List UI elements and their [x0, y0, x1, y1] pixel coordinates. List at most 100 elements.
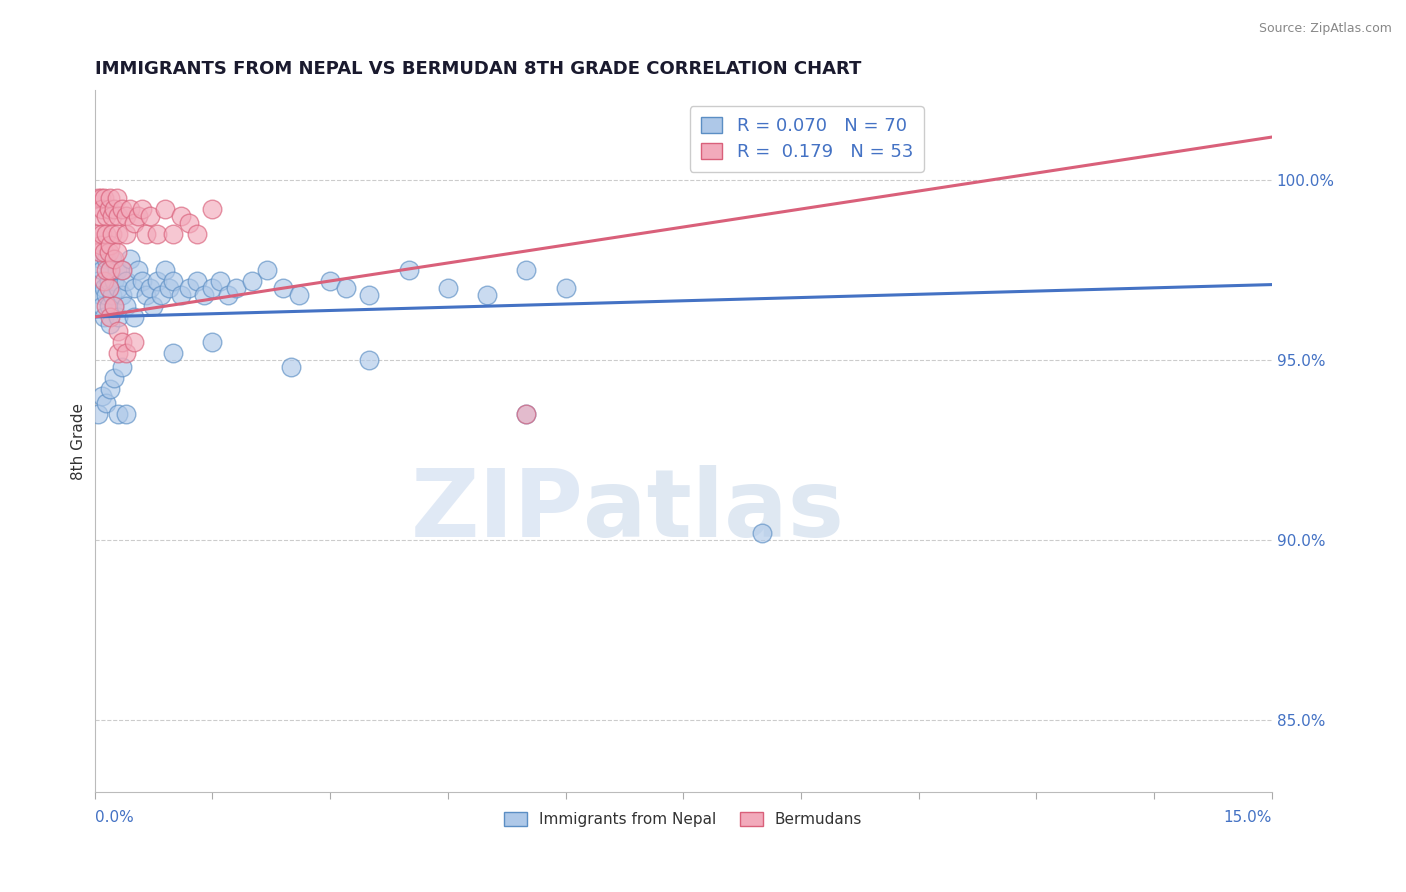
Point: [135, 288, 157, 302]
Point: [138, 209, 160, 223]
Point: [101, 227, 124, 242]
Point: [103, 202, 125, 216]
Point: [91, 202, 114, 216]
Point: [101, 209, 124, 223]
Point: [146, 274, 169, 288]
Point: [162, 274, 184, 288]
Point: [87, 407, 110, 421]
Point: [101, 288, 124, 302]
Point: [240, 274, 263, 288]
Point: [98, 263, 121, 277]
Point: [103, 299, 125, 313]
Point: [170, 288, 193, 302]
Point: [115, 227, 138, 242]
Point: [127, 263, 149, 277]
Point: [162, 346, 184, 360]
Point: [201, 281, 224, 295]
Point: [217, 288, 239, 302]
Point: [87, 227, 110, 242]
Point: [90, 252, 112, 267]
Point: [127, 209, 149, 223]
Point: [122, 335, 145, 350]
Point: [398, 263, 420, 277]
Point: [96, 263, 118, 277]
Point: [93, 191, 115, 205]
Point: [111, 263, 134, 277]
Point: [105, 191, 128, 205]
Point: [111, 263, 134, 277]
Point: [103, 299, 125, 313]
Point: [256, 263, 278, 277]
Point: [98, 310, 121, 324]
Point: [89, 209, 111, 223]
Point: [359, 288, 381, 302]
Point: [107, 209, 129, 223]
Point: [105, 263, 128, 277]
Text: 15.0%: 15.0%: [1223, 810, 1272, 824]
Point: [138, 281, 160, 295]
Point: [115, 274, 138, 288]
Point: [87, 274, 110, 288]
Point: [91, 389, 114, 403]
Point: [186, 274, 208, 288]
Point: [118, 202, 141, 216]
Point: [280, 360, 302, 375]
Point: [107, 407, 129, 421]
Point: [554, 281, 576, 295]
Point: [103, 252, 125, 267]
Point: [96, 252, 118, 267]
Point: [436, 281, 458, 295]
Point: [146, 227, 169, 242]
Point: [101, 252, 124, 267]
Text: IMMIGRANTS FROM NEPAL VS BERMUDAN 8TH GRADE CORRELATION CHART: IMMIGRANTS FROM NEPAL VS BERMUDAN 8TH GR…: [94, 60, 860, 78]
Point: [111, 360, 134, 375]
Point: [115, 299, 138, 313]
Point: [91, 263, 114, 277]
Point: [155, 263, 177, 277]
Point: [107, 227, 129, 242]
Point: [98, 238, 121, 252]
Point: [157, 281, 180, 295]
Y-axis label: 8th Grade: 8th Grade: [72, 402, 86, 480]
Text: 0.0%: 0.0%: [94, 810, 134, 824]
Point: [98, 317, 121, 331]
Point: [107, 310, 129, 324]
Point: [93, 310, 115, 324]
Text: atlas: atlas: [583, 466, 844, 558]
Point: [150, 288, 173, 302]
Point: [319, 274, 342, 288]
Point: [515, 407, 537, 421]
Point: [115, 407, 138, 421]
Point: [515, 407, 537, 421]
Point: [201, 335, 224, 350]
Point: [271, 281, 294, 295]
Point: [475, 288, 498, 302]
Point: [142, 299, 165, 313]
Point: [97, 274, 120, 288]
Point: [97, 202, 120, 216]
Point: [107, 281, 129, 295]
Point: [91, 227, 114, 242]
Point: [98, 191, 121, 205]
Point: [93, 274, 115, 288]
Point: [115, 346, 138, 360]
Point: [96, 227, 118, 242]
Point: [193, 288, 215, 302]
Point: [131, 274, 153, 288]
Point: [135, 227, 157, 242]
Point: [131, 202, 153, 216]
Point: [96, 288, 118, 302]
Point: [90, 191, 112, 205]
Text: ZIP: ZIP: [411, 466, 583, 558]
Point: [90, 238, 112, 252]
Point: [225, 281, 247, 295]
Point: [122, 216, 145, 230]
Point: [177, 281, 200, 295]
Point: [97, 245, 120, 260]
Point: [107, 346, 129, 360]
Point: [177, 216, 200, 230]
Point: [170, 209, 193, 223]
Point: [287, 288, 309, 302]
Point: [98, 263, 121, 277]
Point: [111, 202, 134, 216]
